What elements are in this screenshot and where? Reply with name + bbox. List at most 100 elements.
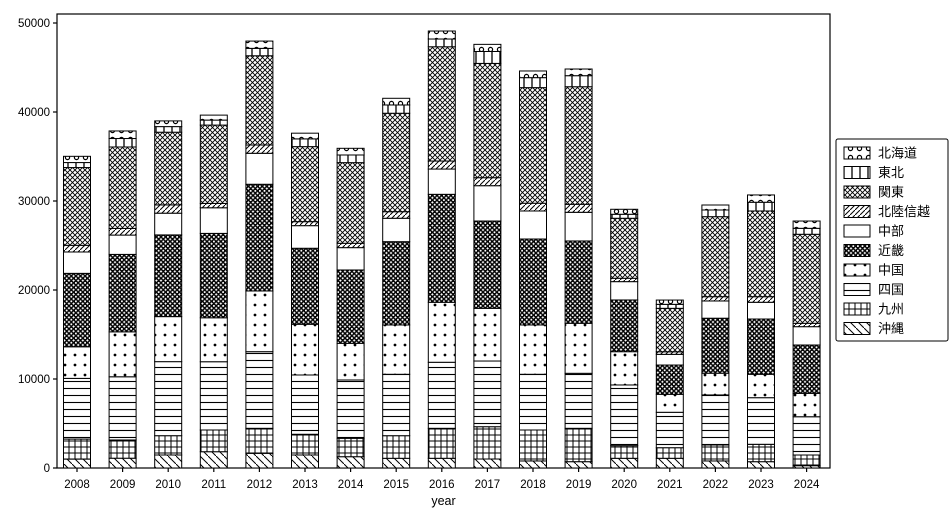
bar-segment bbox=[336, 162, 365, 244]
bar-segment bbox=[63, 251, 91, 274]
legend-label: 四国 bbox=[878, 282, 904, 297]
bar-segment bbox=[199, 361, 228, 431]
bar-segment bbox=[610, 208, 639, 215]
bar-segment bbox=[291, 138, 319, 148]
bar-segment bbox=[701, 444, 730, 462]
bar-segment bbox=[519, 210, 547, 240]
bar-segment bbox=[291, 225, 319, 249]
bar-segment bbox=[473, 360, 502, 428]
bar-segment bbox=[473, 185, 502, 222]
legend-swatch-none bbox=[843, 224, 871, 238]
x-tick-label: 2009 bbox=[110, 479, 136, 491]
legend-label: 沖縄 bbox=[878, 321, 904, 336]
bar-segment bbox=[427, 46, 456, 162]
x-tick-label: 2018 bbox=[520, 479, 546, 491]
legend-swatch-dots-sparse bbox=[843, 263, 871, 277]
legend-swatch-dots-dense bbox=[843, 244, 871, 257]
bar-segment bbox=[199, 119, 228, 126]
bar-segment bbox=[108, 457, 137, 469]
bar-segment bbox=[792, 392, 821, 418]
bar-segment bbox=[199, 202, 228, 209]
bar-segment bbox=[701, 300, 730, 319]
bar-segment bbox=[336, 242, 365, 249]
bar-segment bbox=[519, 324, 547, 375]
bar-segment bbox=[336, 379, 365, 439]
x-tick-label: 2017 bbox=[475, 479, 501, 491]
bar-segment bbox=[610, 277, 639, 283]
bar-segment bbox=[63, 377, 91, 440]
bar-segment bbox=[519, 202, 547, 212]
bar-segment bbox=[427, 457, 456, 469]
x-tick-label: 2016 bbox=[429, 479, 455, 491]
bar-segment bbox=[245, 152, 274, 185]
y-tick-label: 20000 bbox=[18, 285, 50, 297]
bar-segment bbox=[382, 241, 411, 326]
bar-segment bbox=[336, 342, 365, 381]
bar-segment bbox=[245, 427, 274, 454]
bar-segment bbox=[473, 62, 502, 179]
bar-segment bbox=[564, 211, 593, 242]
bar-segment bbox=[655, 303, 684, 309]
bar-segment bbox=[747, 194, 775, 203]
bar-segment bbox=[610, 281, 639, 301]
bar-segment bbox=[427, 361, 456, 429]
bar-segment bbox=[154, 316, 183, 363]
bar-segment bbox=[473, 43, 502, 52]
bar-segment bbox=[199, 124, 228, 204]
bar-segment bbox=[610, 217, 639, 279]
bar-segment bbox=[108, 331, 137, 378]
bar-segment bbox=[199, 451, 228, 469]
x-axis-title: year bbox=[431, 494, 456, 508]
bar-segment bbox=[473, 220, 502, 309]
legend-swatch-hlines bbox=[843, 283, 871, 296]
y-tick-label: 30000 bbox=[18, 196, 50, 208]
bar-segment bbox=[564, 461, 593, 469]
bar-segment bbox=[108, 227, 137, 236]
bar-segment bbox=[519, 238, 547, 326]
bar-segment bbox=[154, 204, 183, 214]
bar-segment bbox=[291, 323, 319, 376]
bar-segment bbox=[792, 416, 821, 456]
bar-segment bbox=[473, 50, 502, 64]
bar-segment bbox=[199, 207, 228, 234]
legend-label: 関東 bbox=[878, 185, 904, 200]
bar-segment bbox=[291, 374, 319, 435]
bar-segment bbox=[655, 411, 684, 449]
bar-segment bbox=[245, 144, 274, 154]
bar-segment bbox=[63, 244, 91, 253]
legend-label: 近畿 bbox=[878, 243, 904, 258]
x-tick-label: 2021 bbox=[657, 479, 683, 491]
bar-segment bbox=[245, 290, 274, 353]
bar-segment bbox=[655, 364, 684, 395]
bar-segment bbox=[63, 155, 91, 164]
bar-segment bbox=[63, 272, 91, 348]
bar-segment bbox=[291, 454, 319, 469]
bar-segment bbox=[245, 452, 274, 469]
bar-segment bbox=[108, 439, 137, 459]
bar-segment bbox=[336, 269, 365, 344]
y-axis: 0 10000 20000 30000 40000 50000 bbox=[18, 18, 57, 475]
bar-segment bbox=[108, 138, 137, 148]
bar-segment bbox=[291, 146, 319, 223]
legend-label: 東北 bbox=[878, 165, 904, 180]
bar-segment bbox=[63, 167, 91, 246]
bar-segment bbox=[747, 301, 775, 320]
bar-segment bbox=[154, 126, 183, 133]
bar-segment bbox=[747, 296, 775, 303]
bar-segment bbox=[747, 397, 775, 445]
bar-segment bbox=[655, 447, 684, 459]
bar-segment bbox=[747, 373, 775, 399]
legend-label: 九州 bbox=[878, 302, 904, 317]
x-tick-label: 2020 bbox=[611, 479, 637, 491]
bar-segment bbox=[154, 361, 183, 437]
bar-segment bbox=[199, 429, 228, 453]
legend-label: 北陸信越 bbox=[878, 204, 930, 219]
bar-segment bbox=[427, 38, 456, 48]
legend-swatch-backdiag bbox=[843, 322, 871, 335]
x-axis: 2008 2009 2010 2011 2012 2013 2014 2015 2016 2017… bbox=[64, 468, 820, 491]
bar-segment bbox=[108, 234, 137, 255]
legend-swatch-grid bbox=[843, 302, 871, 316]
bar-segment bbox=[245, 183, 274, 292]
bar-segment bbox=[655, 393, 684, 413]
